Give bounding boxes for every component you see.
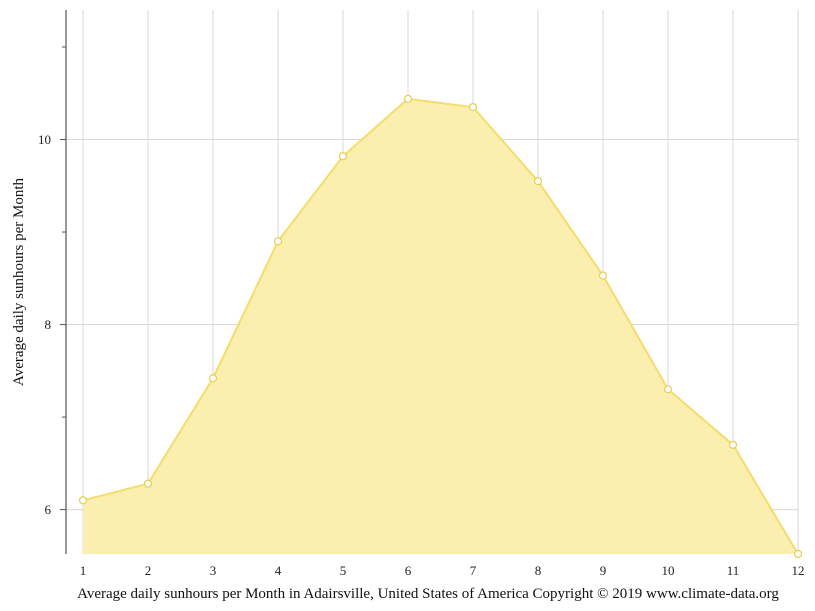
y-tick-label-8: 8 xyxy=(45,317,52,332)
axes xyxy=(60,10,67,554)
data-point-12 xyxy=(793,549,803,559)
area-layer xyxy=(82,97,799,555)
data-point-8 xyxy=(533,177,543,186)
data-point-2 xyxy=(143,479,153,488)
data-point-9 xyxy=(598,271,608,280)
data-point-4 xyxy=(273,237,283,246)
chart-caption: Average daily sunhours per Month in Adai… xyxy=(77,586,779,602)
x-tick-labels: 1 2 3 4 5 6 7 8 9 10 11 12 xyxy=(80,563,805,578)
data-points xyxy=(78,94,803,559)
x-tick-label-3: 3 xyxy=(210,563,217,578)
data-point-3 xyxy=(208,374,218,383)
data-point-5 xyxy=(338,152,348,161)
x-tick-label-2: 2 xyxy=(145,563,152,578)
x-tick-label-6: 6 xyxy=(405,563,412,578)
data-point-11 xyxy=(728,440,738,449)
data-point-10 xyxy=(663,385,673,394)
x-tick-label-8: 8 xyxy=(535,563,542,578)
data-point-1 xyxy=(78,496,88,505)
x-tick-label-5: 5 xyxy=(340,563,347,578)
x-tick-label-1: 1 xyxy=(80,563,87,578)
x-tick-label-9: 9 xyxy=(600,563,607,578)
series-area xyxy=(83,98,798,554)
y-axis-title: Average daily sunhours per Month xyxy=(11,178,27,387)
x-tick-label-12: 12 xyxy=(792,563,805,578)
y-tick-labels: 6 8 10 xyxy=(38,132,52,517)
x-tick-label-7: 7 xyxy=(470,563,477,578)
y-tick-label-10: 10 xyxy=(38,132,51,147)
series-line xyxy=(82,97,799,555)
data-point-6 xyxy=(403,94,413,103)
data-point-7 xyxy=(468,103,478,112)
y-tick-label-6: 6 xyxy=(45,502,52,517)
x-tick-label-10: 10 xyxy=(662,563,675,578)
x-tick-label-11: 11 xyxy=(727,563,740,578)
x-tick-label-4: 4 xyxy=(275,563,282,578)
